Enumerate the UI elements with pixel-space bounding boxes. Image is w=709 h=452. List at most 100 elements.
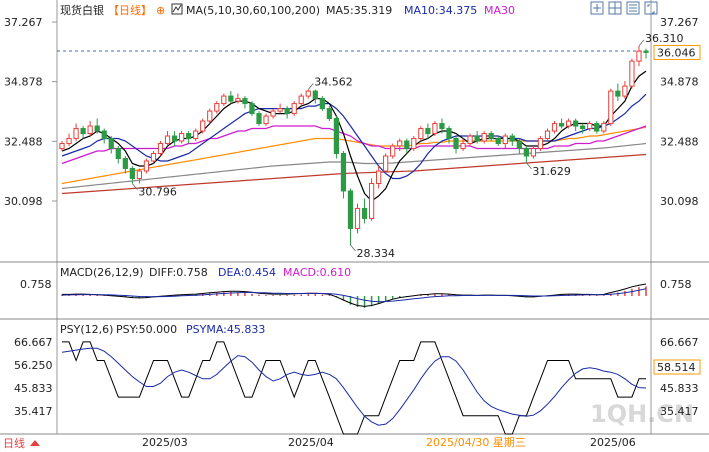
candle-body xyxy=(136,170,143,179)
price-tick-right: 34.878 xyxy=(660,76,699,89)
hover-date-label: 2025/04/30 星期三 xyxy=(426,436,526,449)
annotation-pointer xyxy=(526,162,532,170)
candle-body xyxy=(615,90,621,97)
price-pane-frame xyxy=(0,0,709,435)
candle-body xyxy=(228,95,234,102)
candle-body xyxy=(397,140,403,147)
candle-body xyxy=(643,50,649,53)
candle-body xyxy=(129,167,135,179)
psy-line xyxy=(62,341,646,435)
candle-body xyxy=(277,108,283,112)
grid-icon[interactable] xyxy=(608,1,622,15)
candle-body xyxy=(200,120,206,132)
candle-body xyxy=(221,95,227,105)
price-tick-left: 34.878 xyxy=(4,76,43,89)
candle-body xyxy=(207,110,213,122)
candle-body xyxy=(87,125,93,135)
price-annotation: 34.562 xyxy=(314,76,353,89)
macd-value: MACD:0.610 xyxy=(283,266,351,279)
period-dropdown-icon[interactable]: ⊕ xyxy=(156,4,165,17)
candle-body xyxy=(587,123,593,130)
candle-body xyxy=(94,125,100,132)
annotation-pointer xyxy=(350,244,356,252)
candle-body xyxy=(122,158,128,169)
annotation-pointer xyxy=(132,183,138,190)
ma100-line xyxy=(61,142,647,190)
candle-body xyxy=(249,103,255,115)
psy-tick-left: 66.667 xyxy=(14,336,53,349)
candle-body xyxy=(193,130,199,140)
candle-body xyxy=(73,128,79,140)
macd-diff: DIFF:0.758 xyxy=(149,266,208,279)
candle-body xyxy=(340,153,347,192)
candle-body xyxy=(509,135,515,142)
price-annotation: 28.334 xyxy=(356,247,395,260)
candle-body xyxy=(333,118,340,155)
candle-body xyxy=(537,138,544,150)
candle-body xyxy=(59,143,65,150)
candle-body xyxy=(376,170,382,184)
price-axis: 37.267 37.267 34.878 34.878 32.488 32.488 30.0… xyxy=(4,16,699,208)
candle-body xyxy=(263,115,269,125)
svg-text:58.514: 58.514 xyxy=(657,361,696,374)
candle-body xyxy=(101,130,107,140)
candle-body xyxy=(418,128,424,140)
psy-lines xyxy=(61,341,647,435)
candle-body xyxy=(629,60,635,87)
indicator-icon[interactable] xyxy=(171,3,183,15)
date-label-2: 2025/04 xyxy=(288,436,334,449)
candle-body xyxy=(573,120,579,127)
candle-body xyxy=(80,128,86,135)
price-tick-left: 37.267 xyxy=(4,16,43,29)
crosshair-icon[interactable] xyxy=(590,1,604,15)
psy-tick-right: 35.417 xyxy=(660,405,699,418)
candle-body xyxy=(404,140,410,150)
candle-body xyxy=(580,125,586,130)
candle-body xyxy=(66,138,72,145)
date-label-3: 2025/06 xyxy=(590,436,636,449)
list-icon[interactable] xyxy=(626,1,640,15)
candle-body xyxy=(242,98,248,105)
candle-body xyxy=(439,123,445,130)
candle-body xyxy=(608,90,614,125)
candle-body xyxy=(530,148,537,157)
candle-body xyxy=(354,207,361,229)
candle-body xyxy=(594,123,600,132)
candle-body xyxy=(474,135,480,142)
toolbar xyxy=(590,1,658,15)
annotation-pointer xyxy=(638,39,645,47)
price-tick-right: 32.488 xyxy=(660,135,699,148)
macd-lines xyxy=(61,283,647,307)
candle-body xyxy=(312,90,318,100)
candle-body xyxy=(108,138,114,150)
psyma-value: PSYMA:45.833 xyxy=(186,323,265,336)
ma10-line xyxy=(61,93,647,180)
price-header: 现货白银 【日线】 ⊕ MA(5,10,30,60,100,200) MA5:3… xyxy=(60,3,515,17)
macd-axis: 0.758 0.758 xyxy=(20,278,692,291)
price-annotation: 36.310 xyxy=(645,32,684,45)
caret-up-icon[interactable] xyxy=(30,440,40,446)
candle-body xyxy=(326,108,332,120)
candle-body xyxy=(305,90,311,97)
candle-body xyxy=(143,160,150,172)
candles xyxy=(59,45,649,246)
candle-body xyxy=(157,143,164,155)
candle-body xyxy=(502,135,508,145)
period-button[interactable]: 日线 xyxy=(3,436,25,450)
price-annotation: 30.796 xyxy=(138,186,177,199)
candle-body xyxy=(636,50,642,62)
candle-body xyxy=(186,133,192,140)
psy-last-box: 58.514 xyxy=(653,359,701,375)
macd-tick-left: 0.758 xyxy=(20,278,52,291)
ma5-line xyxy=(61,70,647,202)
macd-header: MACD(26,12,9) DIFF:0.758 DEA:0.454 MACD:… xyxy=(60,266,351,279)
candle-body xyxy=(368,182,375,219)
candle-body xyxy=(383,155,389,172)
candle-body xyxy=(171,135,178,142)
annotation-pointer xyxy=(307,83,314,90)
candle-body xyxy=(523,148,529,157)
candle-body xyxy=(453,138,459,150)
expand-icon[interactable] xyxy=(644,1,658,15)
candle-body xyxy=(601,123,607,132)
footer: 日线 2025/03 2025/04 2025/04/30 星期三 2025/0… xyxy=(3,436,636,450)
